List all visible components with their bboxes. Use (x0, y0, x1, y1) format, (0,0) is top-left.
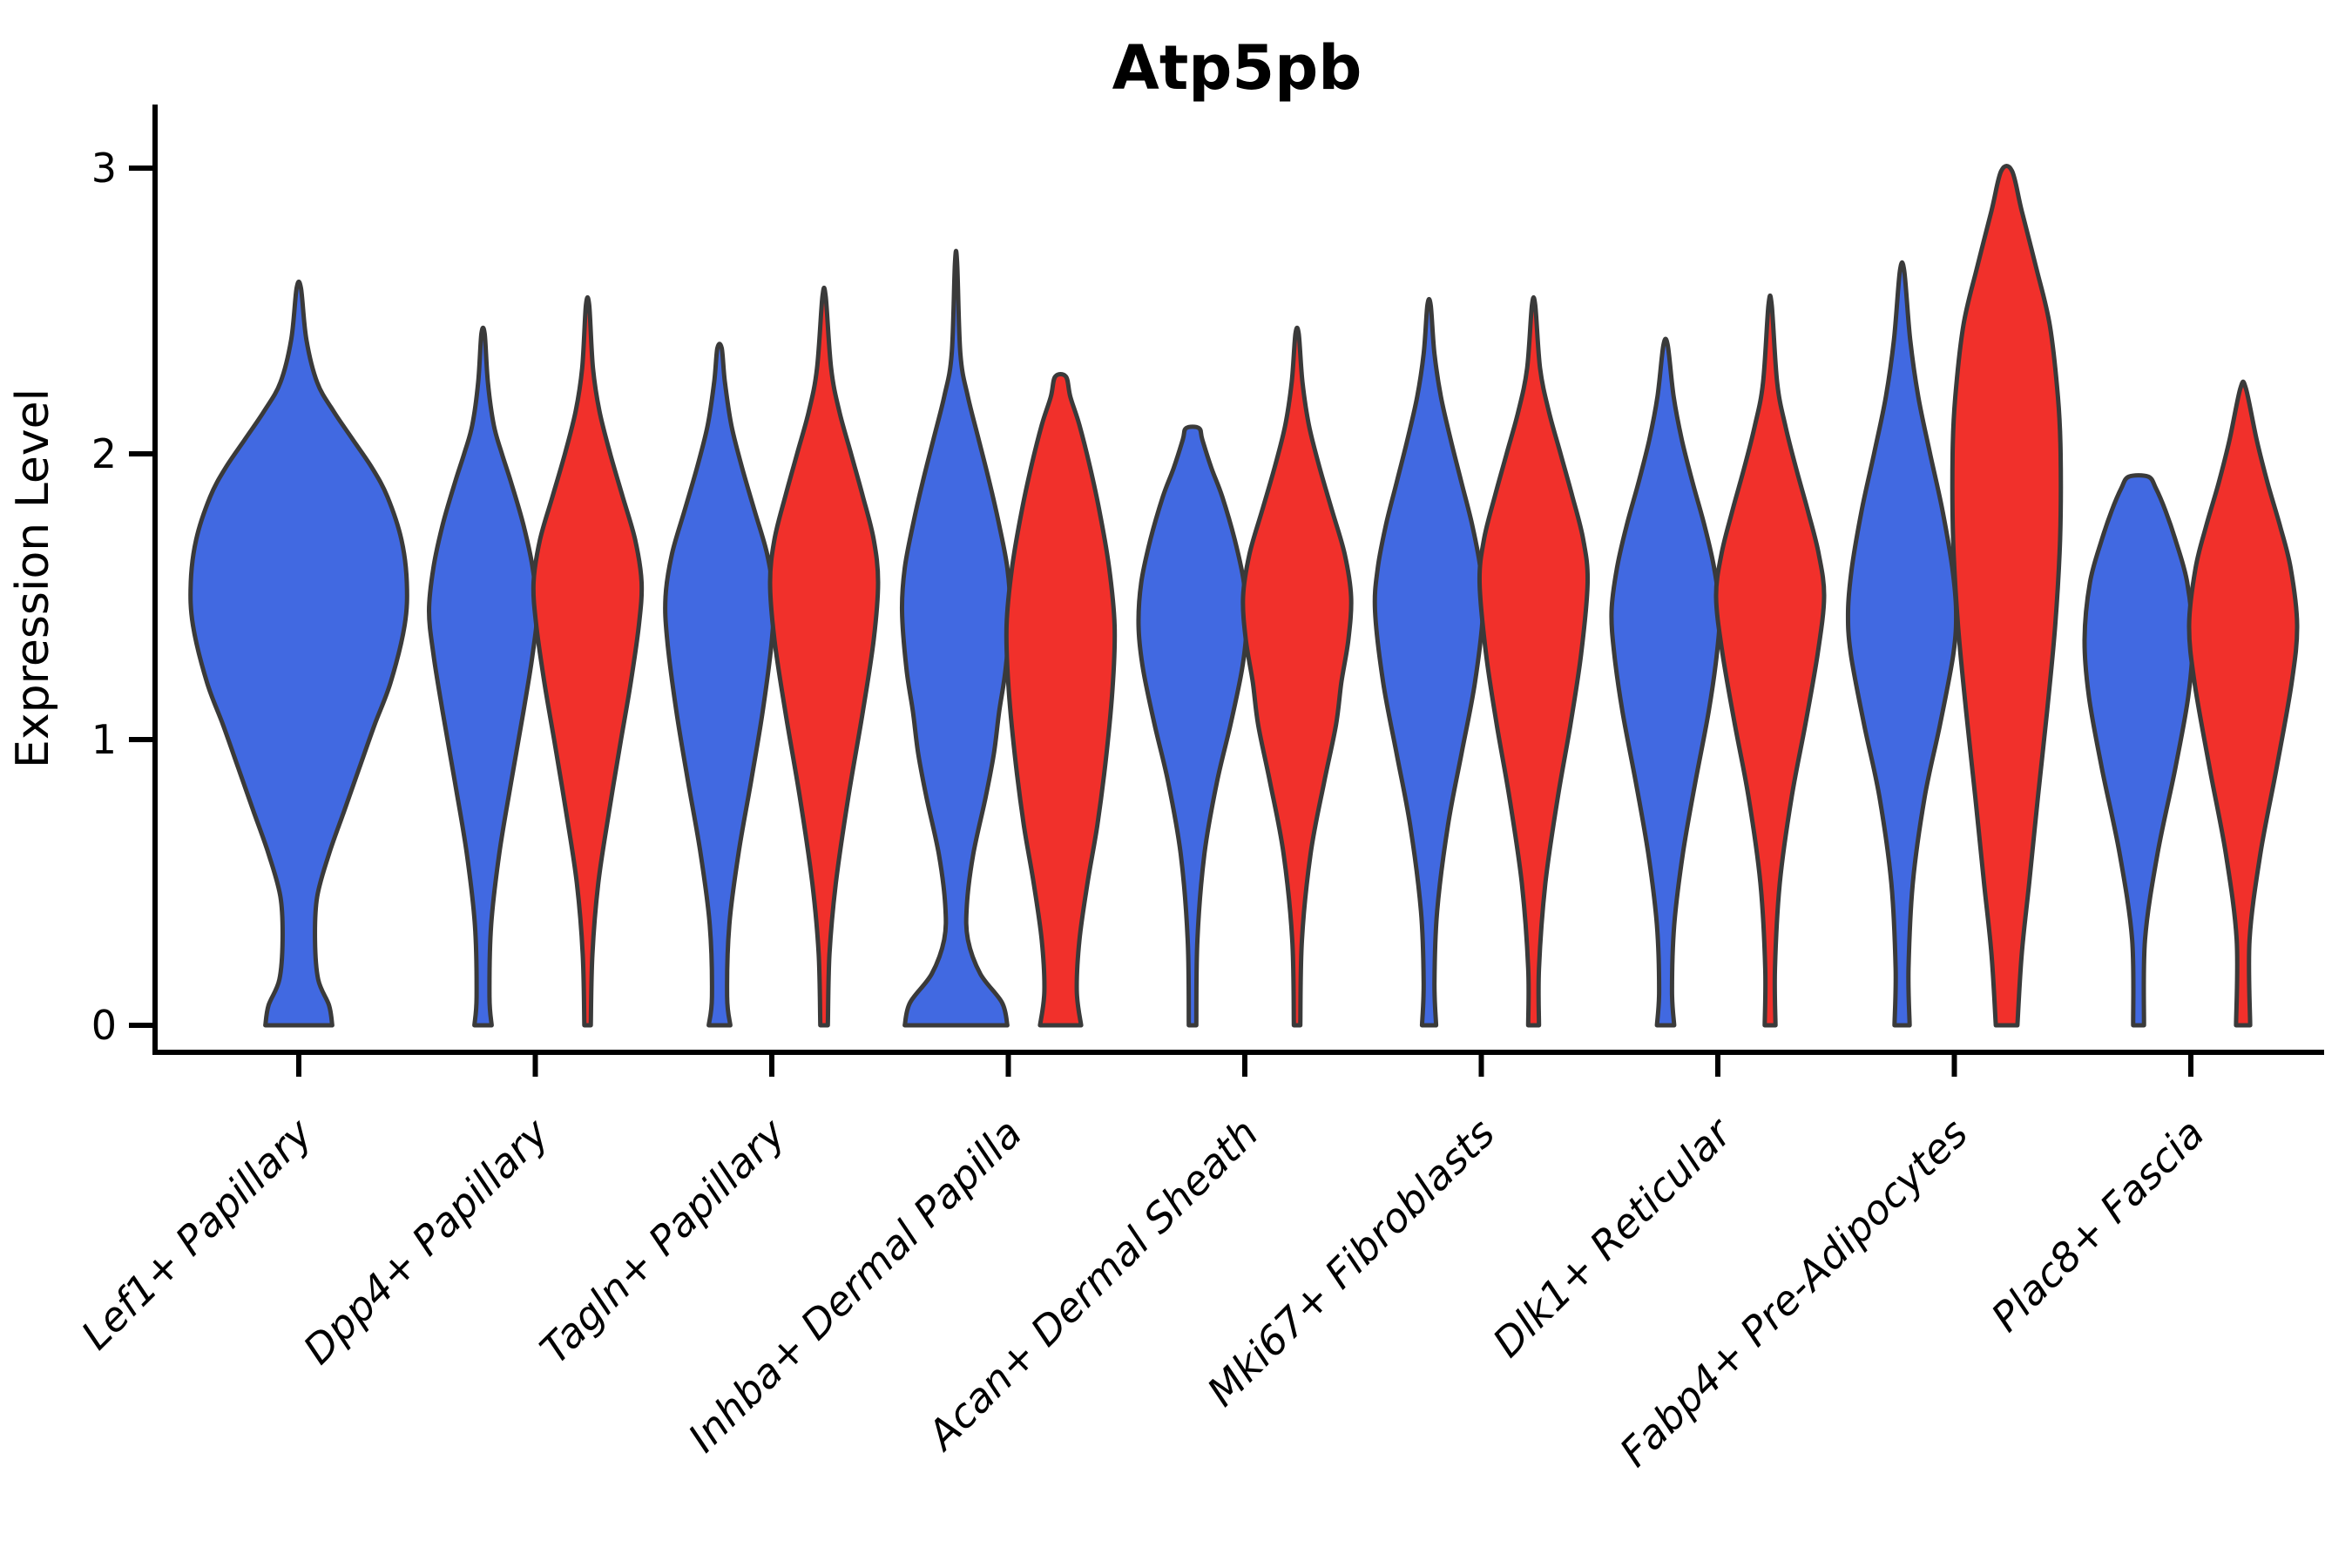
violin-blue-dpp4-papillary (427, 325, 539, 1028)
violin-red-tagln-papillary (767, 285, 881, 1028)
chart-title: Atp5pb (1112, 32, 1362, 104)
violins-group (188, 164, 2300, 1028)
violin-blue-plac8-fascia (2082, 473, 2195, 1028)
y-tick-label: 0 (91, 1002, 117, 1049)
violin-blue-fabp4-pre-adipocytes (1845, 260, 1959, 1028)
violin-blue-lef1-papillary (188, 279, 409, 1028)
violin-blue-acan-dermal-sheath (1136, 424, 1249, 1028)
violin-red-dpp4-papillary (531, 294, 645, 1028)
violin-red-plac8-fascia (2186, 379, 2300, 1028)
x-tick-label: Dpp4+ Papillary (294, 1109, 558, 1373)
violin-blue-mki67-fibroblasts (1372, 296, 1486, 1028)
x-tick-label: Plac8+ Fascia (1982, 1110, 2213, 1341)
x-tick-label: Tagln+ Papillary (531, 1109, 794, 1373)
violin-red-fabp4-pre-adipocytes (1950, 164, 2064, 1028)
violin-red-acan-dermal-sheath (1240, 325, 1354, 1028)
violin-red-inhba-dermal-papilla (1004, 372, 1118, 1028)
violin-red-mki67-fibroblasts (1477, 294, 1591, 1028)
y-tick-label: 1 (91, 716, 117, 763)
x-tick-label: Lef1+ Papillary (72, 1109, 321, 1358)
y-tick-label: 2 (91, 430, 117, 477)
violin-blue-tagln-papillary (663, 341, 776, 1028)
violin-red-dlk1-reticular (1713, 293, 1827, 1028)
y-tick-label: 3 (91, 145, 117, 192)
violin-blue-dlk1-reticular (1609, 336, 1722, 1028)
y-axis-label: Expression Level (7, 389, 59, 768)
violin-blue-inhba-dermal-papilla (899, 248, 1013, 1028)
x-tick-label: Dlk1+ Reticular (1484, 1107, 1742, 1366)
